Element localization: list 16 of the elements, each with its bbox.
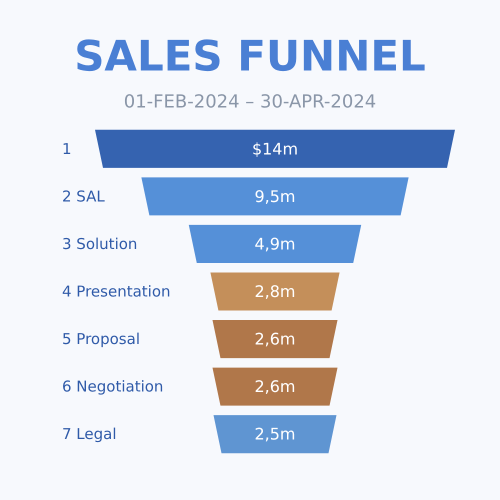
category-label: 4 Presentation (62, 282, 171, 300)
category-label: 6 Negotiation (62, 378, 164, 396)
data-label: 2,6m (254, 330, 296, 349)
data-label: 9,5m (254, 186, 296, 206)
data-label: 2,5m (254, 424, 296, 444)
category-label: 2 SAL (62, 187, 106, 206)
data-label: $14m (252, 139, 298, 158)
category-label: 3 Solution (62, 234, 138, 253)
data-label: 4,9m (254, 234, 296, 254)
category-label: 7 Legal (62, 425, 117, 444)
text: 01-FEB-2024 – 30-APR-2024 (124, 92, 376, 112)
text: SALES FUNNEL (74, 32, 426, 80)
category-label: 5 Proposal (62, 330, 140, 348)
data-label: 2,6m (254, 377, 296, 396)
data-label: 2,8m (254, 282, 296, 301)
category-label: 1 (62, 140, 72, 158)
